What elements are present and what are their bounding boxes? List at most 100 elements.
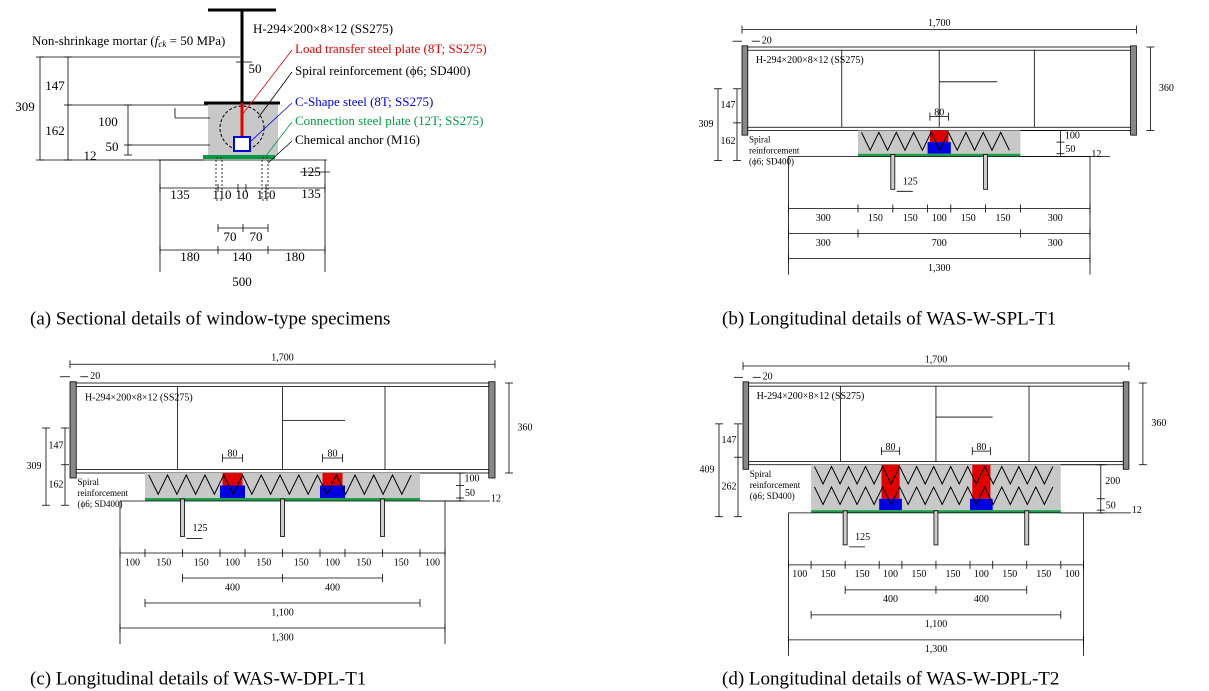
spiral-label: Spiral [78,477,100,487]
dimension-label: 100 [465,474,480,485]
dimension-label: 300 [816,238,831,249]
dimension-label: 110 [212,187,231,202]
connection-plate [858,154,1020,157]
column-label: H-294×200×8×12 (SS275) [253,21,393,36]
dimension-label: 1,300 [928,263,951,274]
spiral-label: (ϕ6; SD400) [749,157,794,167]
anchor [843,511,847,545]
end-plate [70,382,76,478]
dimension-label: 180 [285,249,305,264]
dimension-label: 147 [722,435,737,446]
dimension-label: 80 [228,449,238,460]
dimension-label: 162 [45,123,65,138]
dimension-label: 150 [911,569,926,580]
c-shape [234,137,250,151]
dimension-label: 150 [868,213,883,224]
mortar-text: = 50 MPa) [166,33,225,48]
anchor [381,499,385,537]
spiral-label: reinforcement [749,146,800,156]
dimension-label: 150 [194,557,209,568]
dimension-label: 500 [232,274,252,289]
dimension-label: 20 [762,35,772,46]
dimension-label: 125 [903,176,918,187]
dimension-label: 20 [90,371,100,382]
callout: Load transfer steel plate (8T; SS275) [295,41,487,56]
dimension-label: 150 [855,569,870,580]
dimension-label: 50 [465,488,475,499]
dimension-label: 147 [49,441,64,452]
dimension-label: 50 [1106,501,1116,512]
callout: C-Shape steel (8T; SS275) [295,94,433,109]
dimension-label: 1,100 [271,607,294,618]
beam-flange [749,383,1124,386]
callout: Connection steel plate (12T; SS275) [295,113,483,128]
dimension-label: 12 [84,148,97,163]
dimension-label: 100 [932,213,947,224]
dimension-label: 70 [224,229,237,244]
end-plate [489,382,495,478]
dimension-label: 300 [1048,213,1063,224]
dimension-label: 150 [821,569,836,580]
c-shape [220,486,245,499]
dimension-label: 150 [256,557,271,568]
connection-plate [203,155,275,159]
c-shape [970,499,993,510]
anchor [181,499,185,537]
beam-flange [749,462,1124,465]
dimension-label: 147 [45,78,65,93]
spiral-label: Spiral [749,135,771,145]
dimension-label: 400 [974,594,989,605]
beam-flange [76,470,489,474]
mortar-label: Non-shrinkage mortar (fck = 50 MPa) [32,33,225,49]
c-shape [879,499,902,510]
mortar-text: Non-shrinkage mortar ( [32,33,155,48]
dimension-label: 110 [256,187,275,202]
dimension-label: 150 [156,557,171,568]
spiral-label: (ϕ6; SD400) [750,491,795,501]
dimension-label: 309 [27,461,42,472]
callout: Spiral reinforcement (ϕ6; SD400) [295,63,470,78]
dimension-label: 150 [961,213,976,224]
dimension-label: 100 [98,114,118,129]
anchor [891,155,895,190]
spiral-label: Spiral [750,469,772,479]
beam-label: H-294×200×8×12 (SS275) [756,55,864,66]
dimension-label: 200 [1105,476,1120,487]
dimension-label: 50 [249,61,262,76]
caption: (a) Sectional details of window-type spe… [30,308,390,329]
dimension-label: 309 [699,119,714,130]
spiral-label: reinforcement [750,480,801,490]
spiral-label: (ϕ6; SD400) [78,499,123,509]
dimension-label: 100 [1065,131,1080,142]
dimension-label: 162 [49,479,64,490]
dimension-label: 50 [106,139,119,154]
end-plate [1123,382,1129,469]
dimension-label: 150 [945,569,960,580]
beam-label: H-294×200×8×12 (SS275) [757,391,865,402]
dimension-label: 125 [193,523,208,534]
dimension-label: 1,300 [271,632,294,643]
dimension-label: 80 [934,107,944,118]
dimension-label: 150 [903,213,918,224]
caption: (c) Longitudinal details of WAS-W-DPL-T1 [30,668,366,689]
dimension-label: 12 [1132,505,1142,516]
caption: (b) Longitudinal details of WAS-W-SPL-T1 [722,308,1056,329]
anchor [281,499,285,537]
dimension-label: 12 [1091,149,1101,160]
end-plate [742,46,748,135]
dimension-label: 147 [721,100,736,111]
dimension-label: 150 [394,557,409,568]
end-plate [743,382,749,469]
dimension-label: 1,700 [271,352,294,363]
dimension-label: 309 [15,99,35,114]
dimension-label: 150 [1036,569,1051,580]
end-plate [1131,46,1137,135]
dimension-label: 162 [721,136,736,147]
dimension-label: 100 [225,557,240,568]
dimension-label: 125 [855,532,870,543]
dimension-label: 70 [250,229,263,244]
beam-flange [76,383,489,387]
caption: (d) Longitudinal details of WAS-W-DPL-T2 [722,668,1059,689]
dimension-label: 1,700 [928,18,951,29]
dimension-label: 150 [1002,569,1017,580]
